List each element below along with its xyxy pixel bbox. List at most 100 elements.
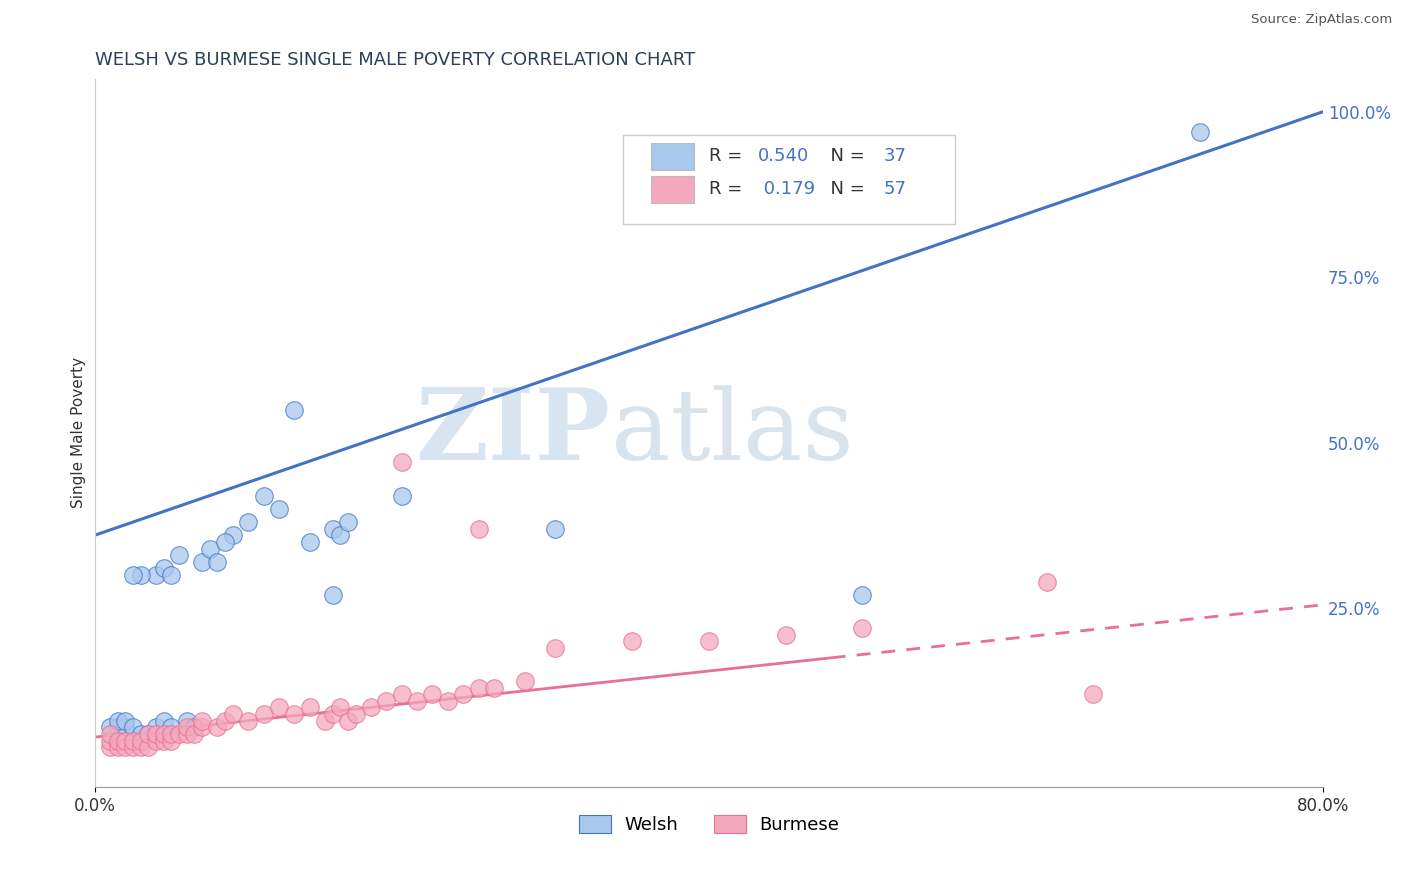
Point <box>160 733 183 747</box>
FancyBboxPatch shape <box>651 176 695 202</box>
Point <box>621 634 644 648</box>
Text: Source: ZipAtlas.com: Source: ZipAtlas.com <box>1251 13 1392 27</box>
Point <box>252 489 274 503</box>
Point <box>198 541 221 556</box>
Point <box>775 627 797 641</box>
FancyBboxPatch shape <box>651 143 695 170</box>
Point <box>122 733 145 747</box>
Point <box>236 515 259 529</box>
Point <box>114 714 136 728</box>
Point <box>176 720 198 734</box>
Point <box>107 740 129 755</box>
Point <box>176 714 198 728</box>
Point <box>207 555 229 569</box>
Point <box>152 727 174 741</box>
Point <box>136 727 159 741</box>
Point <box>360 700 382 714</box>
Point <box>183 720 205 734</box>
Point <box>329 528 352 542</box>
Point <box>176 727 198 741</box>
Point <box>145 727 167 741</box>
Text: 0.179: 0.179 <box>758 180 815 198</box>
Point <box>314 714 336 728</box>
Point <box>222 528 245 542</box>
Point <box>214 535 236 549</box>
Point <box>98 720 121 734</box>
Point <box>482 681 505 695</box>
Point <box>513 673 536 688</box>
Point <box>298 535 321 549</box>
Text: R =: R = <box>709 180 748 198</box>
Point <box>851 588 873 602</box>
Point <box>329 700 352 714</box>
Point <box>451 687 474 701</box>
Point <box>391 455 413 469</box>
Text: N =: N = <box>820 180 870 198</box>
Point <box>298 700 321 714</box>
FancyBboxPatch shape <box>623 136 955 224</box>
Point <box>107 720 129 734</box>
Point <box>1081 687 1104 701</box>
Point <box>191 720 214 734</box>
Point <box>375 694 398 708</box>
Text: 0.540: 0.540 <box>758 147 810 166</box>
Point <box>467 522 489 536</box>
Point <box>344 706 367 721</box>
Point <box>252 706 274 721</box>
Point <box>129 740 152 755</box>
Point <box>267 501 290 516</box>
Point <box>122 568 145 582</box>
Point <box>1189 124 1212 138</box>
Point <box>283 706 305 721</box>
Point <box>697 634 720 648</box>
Point <box>122 720 145 734</box>
Point <box>851 621 873 635</box>
Legend: Welsh, Burmese: Welsh, Burmese <box>572 808 846 841</box>
Point <box>114 733 136 747</box>
Point <box>322 522 344 536</box>
Point <box>467 681 489 695</box>
Text: R =: R = <box>709 147 748 166</box>
Text: 57: 57 <box>883 180 907 198</box>
Point <box>207 720 229 734</box>
Point <box>283 402 305 417</box>
Text: ZIP: ZIP <box>416 384 610 481</box>
Point <box>183 727 205 741</box>
Point <box>152 561 174 575</box>
Point <box>152 733 174 747</box>
Point <box>422 687 444 701</box>
Point <box>222 706 245 721</box>
Point <box>1035 574 1057 589</box>
Text: N =: N = <box>820 147 870 166</box>
Point <box>236 714 259 728</box>
Point <box>544 522 567 536</box>
Y-axis label: Single Male Poverty: Single Male Poverty <box>72 357 86 508</box>
Point <box>160 727 183 741</box>
Text: 37: 37 <box>883 147 907 166</box>
Point <box>107 714 129 728</box>
Point <box>114 720 136 734</box>
Point <box>136 727 159 741</box>
Point <box>391 687 413 701</box>
Text: WELSH VS BURMESE SINGLE MALE POVERTY CORRELATION CHART: WELSH VS BURMESE SINGLE MALE POVERTY COR… <box>94 51 695 69</box>
Point <box>406 694 429 708</box>
Point <box>122 740 145 755</box>
Point <box>336 515 359 529</box>
Point <box>129 733 152 747</box>
Point <box>145 720 167 734</box>
Point <box>114 740 136 755</box>
Point <box>391 489 413 503</box>
Point <box>160 720 183 734</box>
Point <box>98 733 121 747</box>
Point <box>129 568 152 582</box>
Point <box>191 555 214 569</box>
Point <box>145 733 167 747</box>
Text: atlas: atlas <box>610 384 853 481</box>
Point <box>98 727 121 741</box>
Point <box>160 568 183 582</box>
Point <box>336 714 359 728</box>
Point <box>152 714 174 728</box>
Point <box>167 548 190 562</box>
Point <box>214 714 236 728</box>
Point <box>267 700 290 714</box>
